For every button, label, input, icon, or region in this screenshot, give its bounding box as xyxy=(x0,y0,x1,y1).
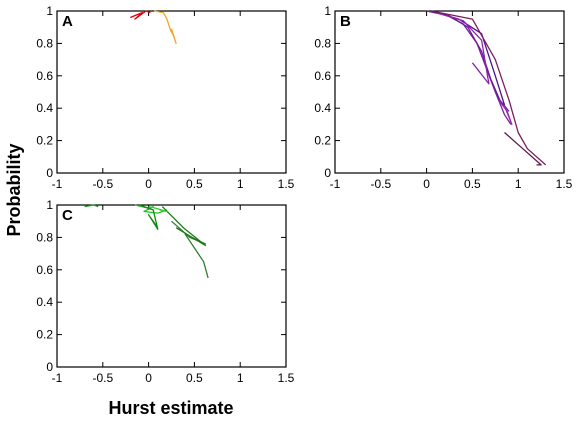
panel-b-series-line-5 xyxy=(431,10,547,166)
panel-b-y-tick-label: 1 xyxy=(324,4,331,18)
panel-c-series-line-5 xyxy=(161,206,207,247)
panel-b-frame xyxy=(334,10,565,174)
panel-b-series-line-4 xyxy=(435,11,490,85)
panel-c-y-tick-label: 0 xyxy=(46,360,53,374)
panel-a-y-tick-label: 0.4 xyxy=(36,101,53,115)
panel-c-letter: C xyxy=(62,207,73,224)
panel-c-series-line-1 xyxy=(84,204,99,208)
panel-a-y-tick-label: 0.6 xyxy=(36,69,53,83)
panel-c-series-line-6 xyxy=(148,205,168,213)
x-axis-title: Hurst estimate xyxy=(108,398,233,418)
panel-b-series-line-7 xyxy=(499,101,513,126)
panel-b: -1 -0.5 0 0.5 1 1.500.20.40.60.81B xyxy=(314,4,572,191)
panel-a-y-tick-label: 0 xyxy=(46,166,53,180)
panel-c-y-tick-label: 0.8 xyxy=(36,230,53,244)
panel-b-y-tick-label: 0.4 xyxy=(314,101,331,115)
panel-a: -1 -0.5 0 0.5 1 1.500.20.40.60.81A xyxy=(36,4,294,191)
panel-c-x-tick-label: 0.5 xyxy=(186,371,203,385)
panel-a-y-tick-label: 0.2 xyxy=(36,134,53,148)
panel-a-x-tick-label: 1 xyxy=(237,177,244,191)
panel-c-x-tick-label: 1.5 xyxy=(278,371,295,385)
panel-b-y-tick-label: 0.8 xyxy=(314,36,331,50)
panel-b-letter: B xyxy=(340,13,351,30)
panel-b-series-line-6 xyxy=(504,132,542,166)
panel-c: -1 -0.5 0 0.5 1 1.500.20.40.60.81C xyxy=(36,198,294,385)
panel-c-frame xyxy=(56,204,287,368)
panel-a-y-tick-label: 0.8 xyxy=(36,36,53,50)
panel-c-y-tick-label: 0.4 xyxy=(36,295,53,309)
panel-a-series-group xyxy=(130,10,177,45)
panel-b-y-tick-label: 0 xyxy=(324,166,331,180)
panel-c-y-tick-label: 0.6 xyxy=(36,263,53,277)
panel-c-series-line-4 xyxy=(171,220,209,279)
panel-a-x-tick-label: -1 xyxy=(52,177,63,191)
panel-a-x-tick-label: 0.5 xyxy=(186,177,203,191)
panel-a-letter: A xyxy=(62,13,73,30)
panel-a-frame xyxy=(56,10,287,174)
panel-a-x-tick-label: -0.5 xyxy=(92,177,113,191)
panel-a-y-tick-label: 1 xyxy=(46,4,53,18)
panel-b-x-tick-label: 0.5 xyxy=(464,177,481,191)
y-axis-title: Probability xyxy=(4,143,24,236)
panel-a-series-line-1 xyxy=(130,10,151,20)
panel-b-x-tick-label: -0.5 xyxy=(370,177,391,191)
panel-c-x-tick-label: 0 xyxy=(145,371,152,385)
panel-b-x-tick-label: 1 xyxy=(515,177,522,191)
panel-c-y-tick-label: 0.2 xyxy=(36,328,53,342)
panel-c-series-group xyxy=(84,204,209,279)
panel-c-series-line-3 xyxy=(139,204,159,230)
panel-b-x-tick-label: 1.5 xyxy=(556,177,573,191)
panel-c-x-tick-label: -0.5 xyxy=(92,371,113,385)
panel-b-y-tick-label: 0.2 xyxy=(314,134,331,148)
panel-a-series-line-2 xyxy=(153,10,177,45)
panel-c-y-tick-label: 1 xyxy=(46,198,53,212)
panel-c-x-tick-label: 1 xyxy=(237,371,244,385)
panel-b-x-tick-label: 0 xyxy=(423,177,430,191)
panel-b-y-tick-label: 0.6 xyxy=(314,69,331,83)
panel-b-series-group xyxy=(426,10,547,166)
panel-a-x-tick-label: 0 xyxy=(145,177,152,191)
panel-c-x-tick-label: -1 xyxy=(52,371,63,385)
panel-b-x-tick-label: -1 xyxy=(330,177,341,191)
panel-a-x-tick-label: 1.5 xyxy=(278,177,295,191)
